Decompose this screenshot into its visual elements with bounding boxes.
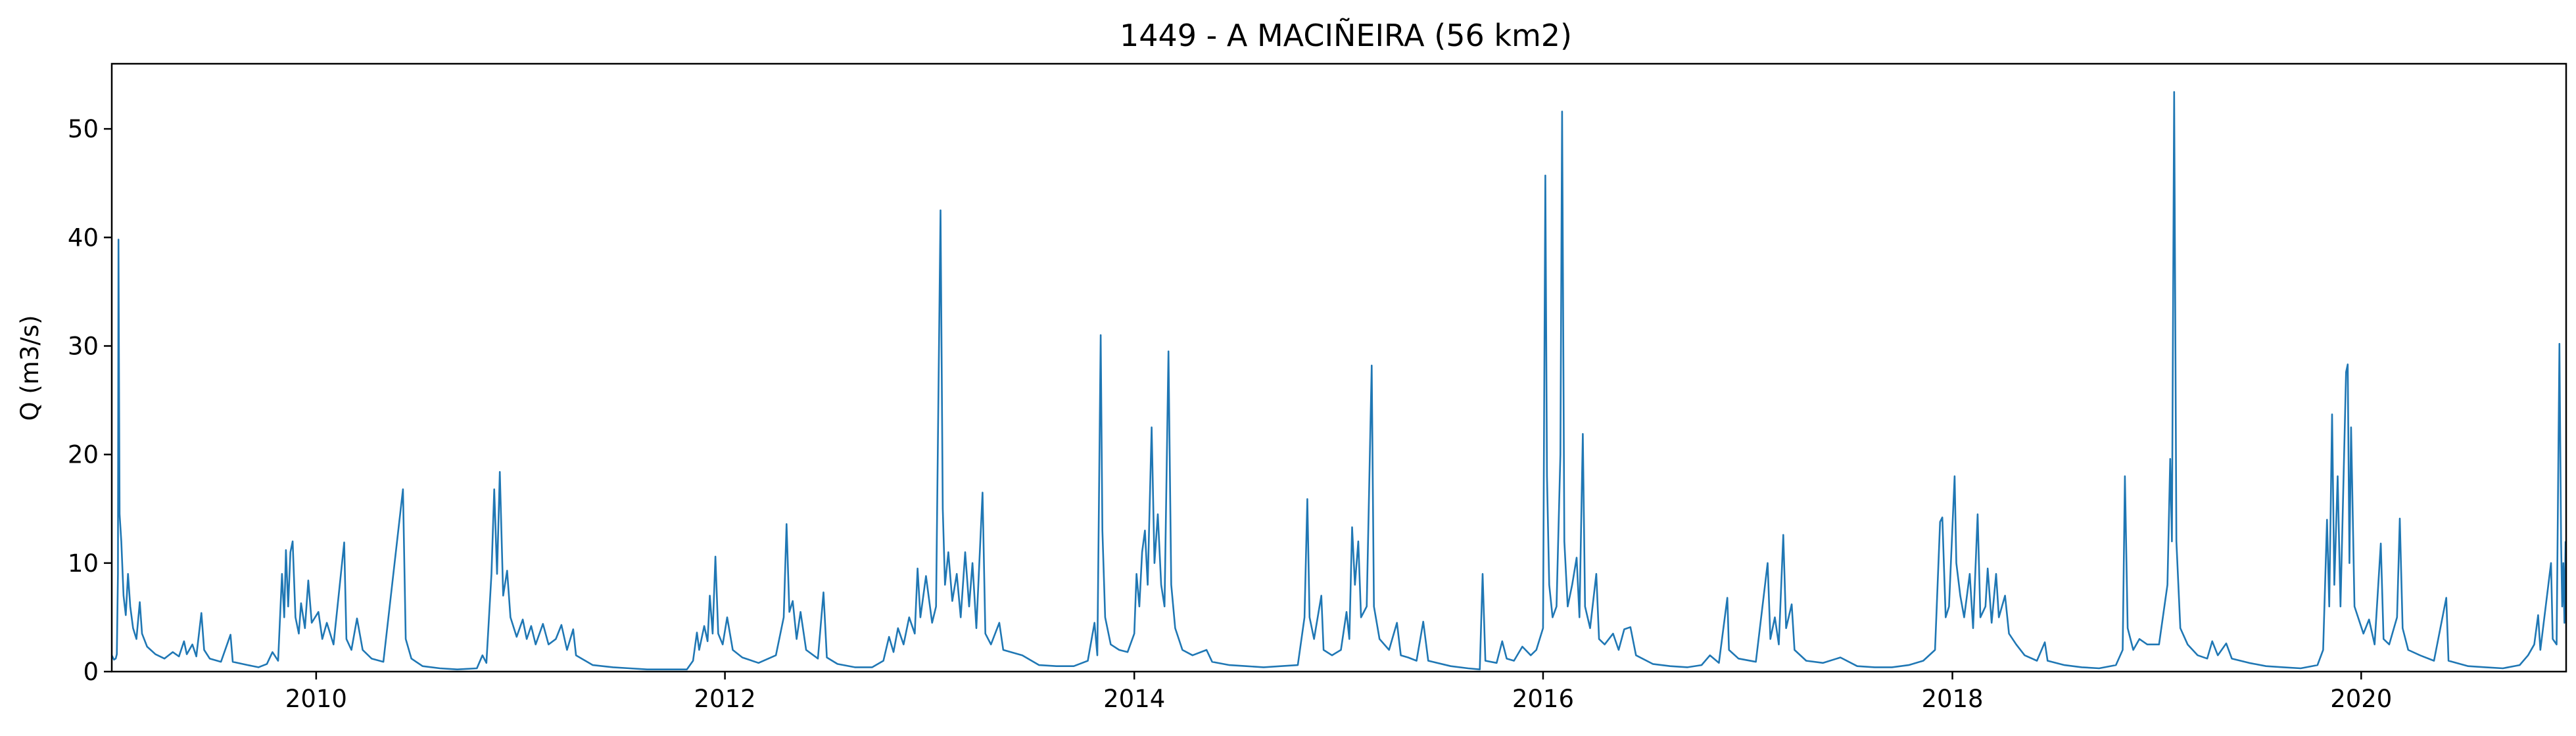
x-tick-label: 2014: [1103, 685, 1165, 713]
chart-title: 1449 - A MACIÑEIRA (56 km2): [1120, 18, 1572, 53]
discharge-series-line: [112, 91, 2566, 670]
x-tick-label: 2020: [2330, 685, 2392, 713]
series-layer: [112, 91, 2566, 670]
y-tick-label: 0: [83, 658, 99, 686]
x-tick-label: 2018: [1921, 685, 1983, 713]
y-tick-label: 50: [68, 115, 99, 143]
y-axis-label: Q (m3/s): [16, 315, 44, 421]
y-tick-label: 40: [68, 223, 99, 252]
y-tick-label: 10: [68, 549, 99, 578]
x-tick-label: 2012: [694, 685, 756, 713]
y-tick-label: 20: [68, 441, 99, 469]
y-tick-label: 30: [68, 332, 99, 360]
x-tick-label: 2010: [285, 685, 347, 713]
x-tick-label: 2016: [1512, 685, 1574, 713]
axis-ticks: 2010 2012 2014 2016 2018 2020 0 10 20 30 40 50: [68, 115, 2392, 713]
plot-frame: [110, 62, 2567, 673]
